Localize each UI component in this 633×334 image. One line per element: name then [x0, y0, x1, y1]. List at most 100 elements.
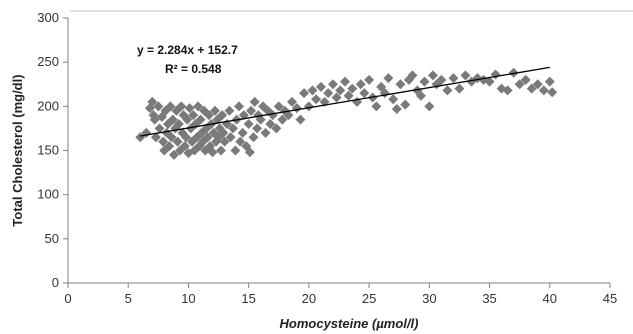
data-point: [202, 132, 213, 143]
data-point: [460, 70, 471, 81]
data-point: [164, 141, 175, 152]
y-tick-label: 0: [52, 275, 59, 290]
y-tick-label: 50: [45, 231, 59, 246]
data-point: [165, 101, 176, 112]
data-point: [400, 99, 411, 110]
y-axis-title: Total Cholesterol (mg/dl): [10, 74, 25, 226]
data-point: [359, 88, 370, 99]
trendline: [140, 66, 550, 137]
trendline-r2-label: R² = 0.548: [165, 62, 222, 76]
data-points: [135, 67, 558, 160]
data-point: [265, 119, 276, 129]
data-point: [419, 76, 430, 87]
data-point: [176, 101, 187, 112]
x-tick-label: 25: [362, 291, 376, 306]
data-point: [147, 96, 158, 107]
data-point: [273, 101, 284, 112]
data-point: [234, 101, 245, 112]
data-point: [179, 141, 190, 152]
data-point: [167, 114, 178, 125]
y-tick-label: 150: [37, 143, 59, 158]
data-point: [415, 90, 426, 101]
data-point: [158, 136, 169, 147]
x-tick-label: 30: [422, 291, 436, 306]
data-point: [203, 110, 214, 121]
data-point: [150, 132, 161, 143]
axes: 0 50 100 150 200 250 300 0 5 10 15 20 25 30 35 40 45: [37, 10, 633, 306]
data-point: [538, 85, 549, 96]
data-point: [166, 132, 177, 143]
data-point: [335, 85, 346, 96]
data-point: [260, 127, 271, 138]
x-tick-label: 40: [543, 291, 557, 306]
data-point: [364, 74, 375, 85]
data-point: [331, 92, 342, 103]
x-tick-label: 0: [64, 291, 71, 306]
data-point: [283, 110, 294, 121]
data-point: [391, 103, 402, 114]
data-point: [225, 132, 236, 143]
y-tick-label: 200: [37, 98, 59, 113]
data-point: [388, 94, 399, 105]
data-point: [244, 147, 255, 158]
data-point: [135, 132, 146, 143]
data-point: [442, 85, 453, 96]
data-point: [424, 101, 435, 112]
x-tick-label: 45: [603, 291, 617, 306]
data-point: [246, 105, 257, 116]
data-point: [347, 83, 358, 94]
data-point: [207, 147, 218, 158]
data-point: [395, 79, 406, 90]
data-point: [427, 70, 438, 81]
data-point: [235, 136, 246, 147]
data-point: [196, 127, 207, 138]
data-point: [248, 132, 259, 143]
data-point: [340, 76, 351, 87]
data-point: [547, 87, 558, 98]
data-point: [502, 85, 513, 96]
data-point: [243, 119, 254, 129]
data-point: [520, 74, 531, 85]
data-point: [307, 85, 318, 96]
data-point: [315, 81, 326, 92]
x-tick-label: 10: [181, 291, 195, 306]
data-point: [188, 110, 199, 121]
data-point: [182, 114, 193, 125]
y-tick-label: 300: [37, 10, 59, 25]
data-point: [195, 114, 206, 125]
data-point: [252, 123, 263, 134]
data-point: [201, 123, 212, 134]
data-point: [168, 149, 179, 160]
data-point: [454, 83, 465, 94]
data-point: [154, 123, 165, 134]
data-point: [295, 114, 306, 125]
x-tick-label: 5: [125, 291, 132, 306]
data-point: [532, 79, 543, 90]
data-point: [371, 101, 382, 112]
data-point: [217, 110, 228, 121]
y-tick-label: 100: [37, 187, 59, 202]
data-point: [277, 114, 288, 125]
data-point: [508, 67, 519, 78]
x-tick-label: 15: [241, 291, 255, 306]
data-point: [173, 119, 184, 129]
data-point: [255, 114, 266, 125]
data-point: [237, 127, 248, 138]
data-point: [267, 110, 278, 121]
data-point: [219, 136, 230, 147]
data-point: [544, 76, 555, 87]
data-point: [526, 83, 537, 94]
data-point: [193, 101, 204, 112]
data-point: [299, 88, 310, 99]
data-point: [436, 74, 447, 85]
data-point: [484, 76, 495, 87]
data-point: [514, 79, 525, 90]
x-tick-label: 20: [302, 291, 316, 306]
data-point: [355, 79, 366, 90]
data-point: [185, 123, 196, 134]
data-point: [218, 127, 229, 138]
x-tick-label: 35: [482, 291, 496, 306]
data-point: [172, 136, 183, 147]
data-point: [224, 105, 235, 116]
